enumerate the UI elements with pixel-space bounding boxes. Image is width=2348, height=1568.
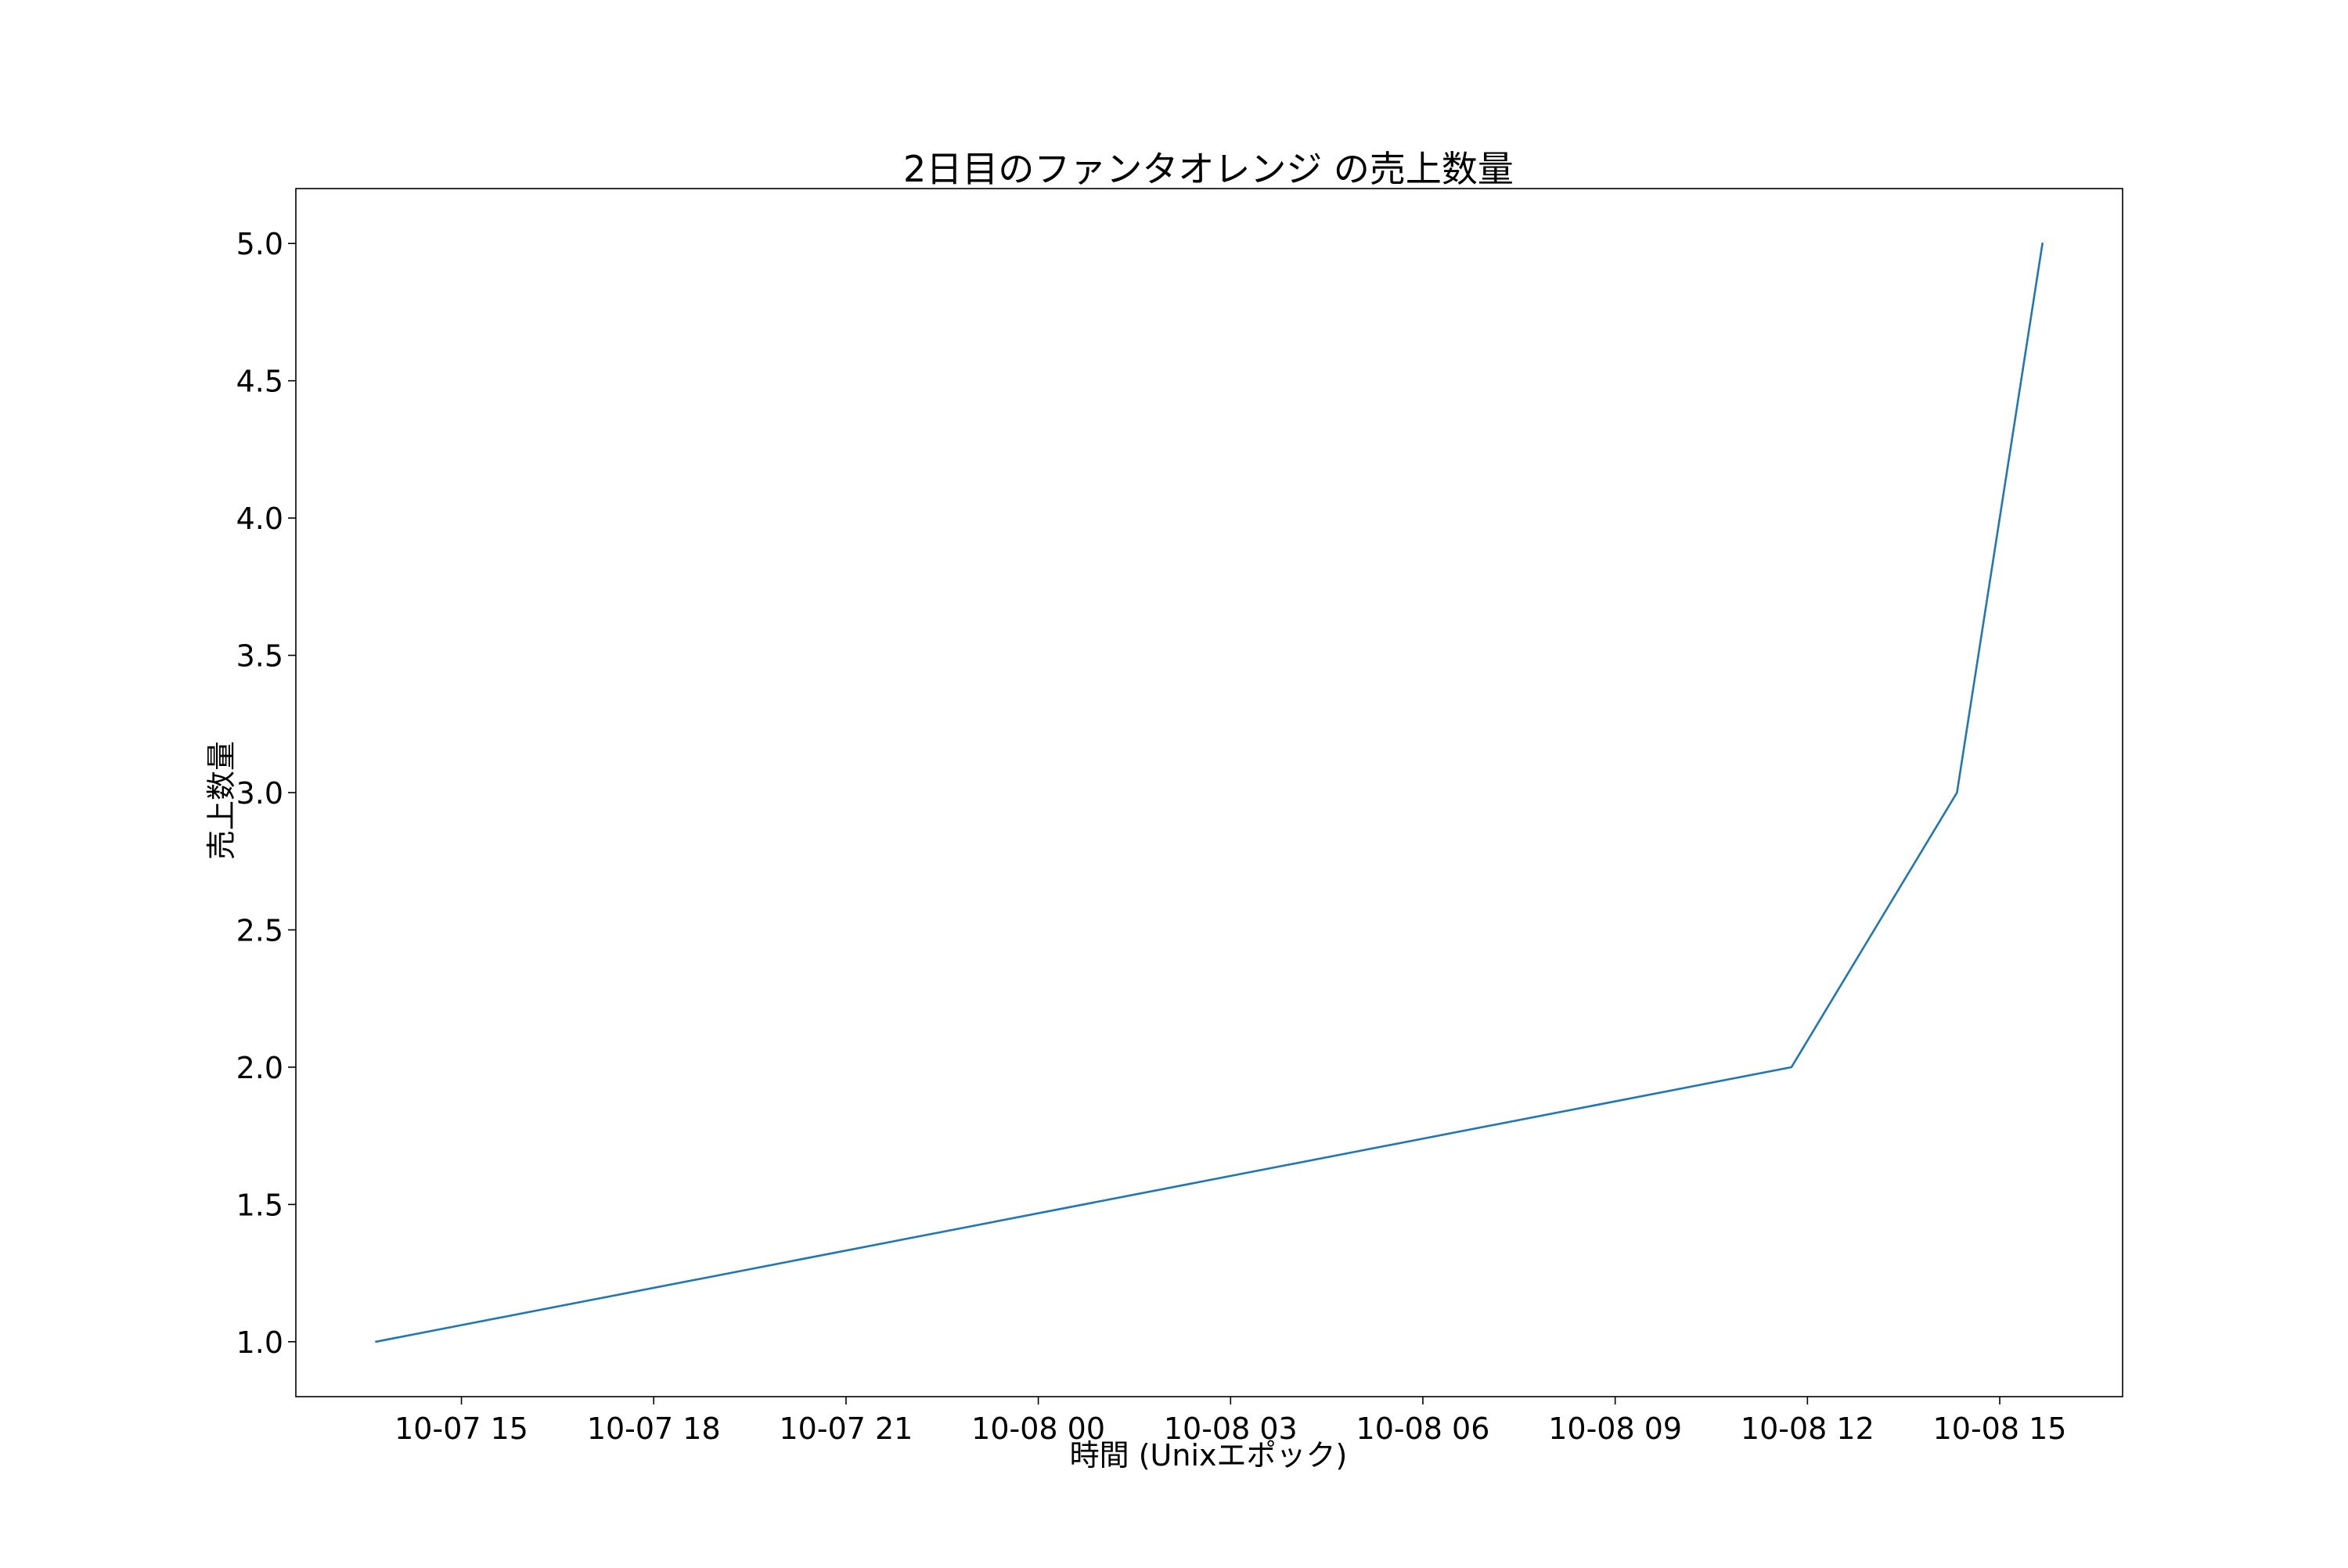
x-tick-label: 10-08 12 [1741,1412,1874,1446]
y-tick-label: 1.0 [236,1325,283,1360]
y-tick-label: 2.5 [236,913,283,948]
x-tick-label: 10-08 03 [1164,1412,1298,1446]
y-tick-label: 5.0 [236,227,283,261]
plot-area: 1.0 1.5 2.0 2.5 3.0 3.5 4.0 4.5 5.0 10-07 15 10-07… [236,188,2123,1446]
x-tick-label: 10-08 00 [971,1412,1105,1446]
y-tick-label: 3.0 [236,776,283,811]
x-tick-label: 10-08 09 [1548,1412,1682,1446]
x-tick-label: 10-08 06 [1356,1412,1490,1446]
y-tick-label: 2.0 [236,1051,283,1085]
chart-title: 2日目のファンタオレンジ の売上数量 [903,148,1514,190]
y-tick-label: 4.5 [236,365,283,399]
y-tick-label: 3.5 [236,639,283,674]
x-axis-label: 時間 (Unixエポック) [1070,1438,1348,1473]
y-tick-label: 4.0 [236,502,283,536]
x-tick-label: 10-08 15 [1933,1412,2067,1446]
x-tick-label: 10-07 21 [780,1412,913,1446]
x-tick-label: 10-07 15 [394,1412,528,1446]
y-tick-label: 1.5 [236,1188,283,1222]
series-line-1 [375,242,2044,1343]
y-axis-label: 売上数量 [204,741,239,860]
x-tick-label: 10-07 18 [587,1412,721,1446]
